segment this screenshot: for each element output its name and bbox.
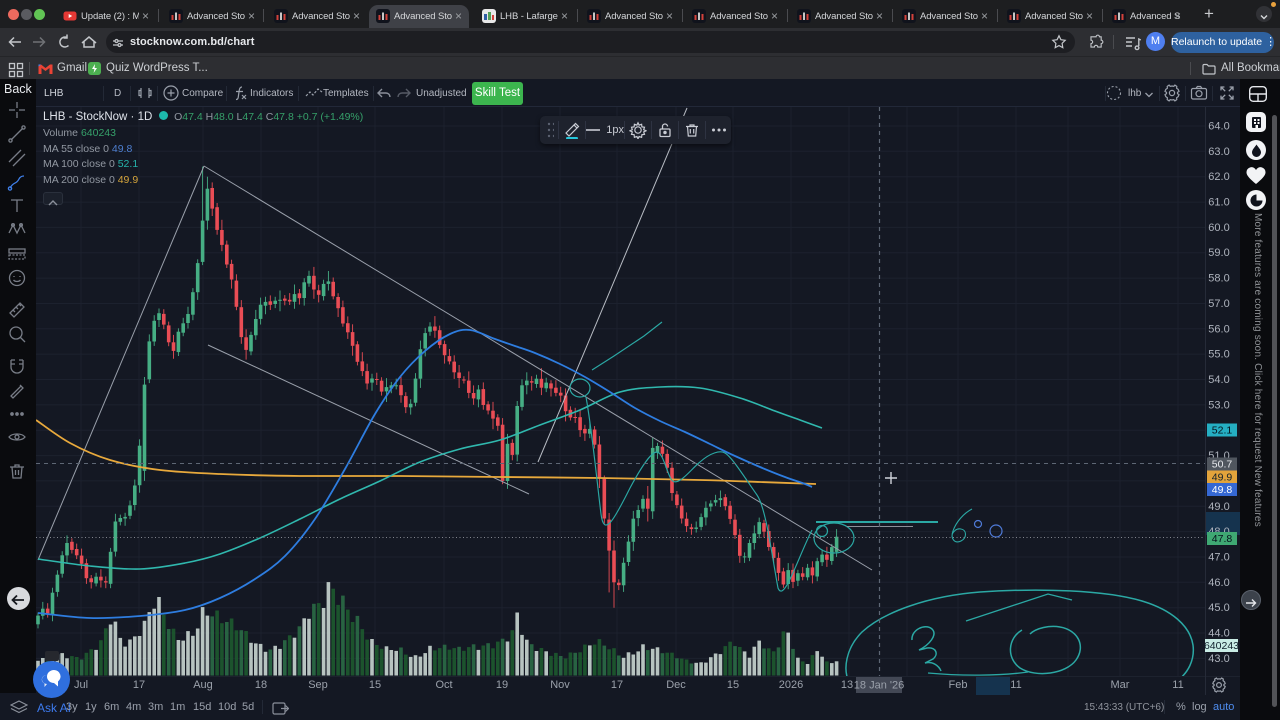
svg-text:47.0: 47.0 (1208, 552, 1229, 564)
svg-text:54.0: 54.0 (1208, 374, 1229, 386)
svg-text:53.0: 53.0 (1208, 399, 1229, 411)
svg-text:59.0: 59.0 (1208, 247, 1229, 259)
svg-text:55.0: 55.0 (1208, 349, 1229, 361)
svg-text:640243: 640243 (1204, 640, 1239, 652)
svg-text:17: 17 (611, 679, 623, 691)
svg-text:18 Jan '26: 18 Jan '26 (854, 680, 904, 692)
svg-text:63.0: 63.0 (1208, 146, 1229, 158)
svg-text:56.0: 56.0 (1208, 323, 1229, 335)
svg-text:Jul: Jul (74, 679, 88, 691)
svg-text:50.7: 50.7 (1212, 459, 1233, 471)
svg-text:11: 11 (1010, 679, 1021, 691)
svg-text:2026: 2026 (779, 679, 803, 691)
svg-text:15: 15 (727, 679, 739, 691)
svg-text:11: 11 (1172, 679, 1183, 691)
svg-text:46.0: 46.0 (1208, 577, 1229, 589)
svg-text:49.0: 49.0 (1208, 501, 1229, 513)
svg-text:Sep: Sep (308, 679, 328, 691)
svg-text:58.0: 58.0 (1208, 273, 1229, 285)
svg-text:Mar: Mar (1111, 679, 1130, 691)
svg-text:61.0: 61.0 (1208, 197, 1229, 209)
svg-text:17: 17 (133, 679, 145, 691)
svg-text:Aug: Aug (193, 679, 213, 691)
svg-text:47.8: 47.8 (1212, 533, 1233, 545)
svg-text:45.0: 45.0 (1208, 602, 1229, 614)
svg-text:19: 19 (496, 679, 508, 691)
svg-text:49.9: 49.9 (1212, 472, 1233, 484)
svg-text:15: 15 (369, 679, 381, 691)
svg-text:57.0: 57.0 (1208, 298, 1229, 310)
svg-text:18: 18 (255, 679, 267, 691)
svg-text:49.8: 49.8 (1212, 484, 1233, 496)
svg-text:Dec: Dec (666, 679, 686, 691)
svg-text:60.0: 60.0 (1208, 222, 1229, 234)
svg-text:64.0: 64.0 (1208, 121, 1229, 133)
svg-text:52.1: 52.1 (1212, 425, 1233, 437)
svg-text:13: 13 (841, 679, 853, 691)
svg-text:Oct: Oct (435, 679, 452, 691)
svg-text:62.0: 62.0 (1208, 171, 1229, 183)
svg-text:Feb: Feb (949, 679, 968, 691)
svg-text:Nov: Nov (550, 679, 570, 691)
svg-text:43.0: 43.0 (1208, 653, 1229, 665)
svg-text:44.0: 44.0 (1208, 628, 1229, 640)
